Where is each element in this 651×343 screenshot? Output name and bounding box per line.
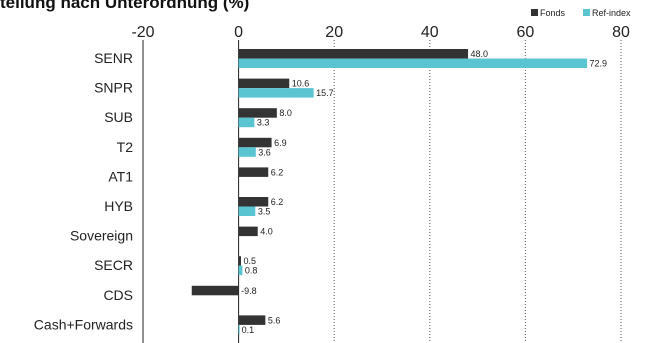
data-label: 48.0 [471, 49, 489, 59]
legend-swatch-2 [583, 9, 590, 16]
category-label: SNPR [94, 80, 133, 96]
bar-fonds [238, 167, 269, 177]
category-label: AT1 [108, 168, 133, 184]
bar-ref-index [238, 147, 256, 157]
data-label: -9.8 [241, 286, 257, 296]
data-label: 0.5 [243, 256, 256, 266]
legend-label-2: Ref-index [592, 8, 631, 18]
data-label: 6.2 [271, 197, 284, 207]
data-label: 10.6 [292, 79, 310, 89]
category-label: T2 [117, 139, 134, 155]
data-label: 0.8 [245, 266, 258, 276]
x-tick-label: 20 [325, 24, 343, 41]
data-label: 4.0 [260, 227, 273, 237]
data-label: 8.0 [279, 108, 292, 118]
bar-fonds [238, 197, 269, 207]
legend-label-1: Fonds [540, 8, 566, 18]
bar-fonds [238, 315, 266, 325]
x-tick-label: 80 [612, 24, 630, 41]
data-label: 5.6 [268, 315, 281, 325]
category-label: HYB [104, 198, 133, 214]
category-label: Sovereign [70, 228, 133, 244]
data-label: 0.1 [242, 325, 255, 335]
category-label: CDS [103, 287, 133, 303]
chart-title: tellung nach Unterordnung (%) [0, 0, 250, 12]
category-label: SENR [94, 50, 133, 66]
bar-fonds [238, 49, 469, 59]
bar-fonds [238, 137, 272, 148]
data-label: 72.9 [590, 59, 608, 69]
data-label: 6.2 [271, 167, 284, 177]
bar-ref-index [238, 58, 588, 68]
bar-ref-index [238, 206, 256, 216]
category-label: SECR [94, 257, 133, 273]
bar-ref-index [238, 117, 255, 128]
category-label: Cash+Forwards [34, 316, 133, 332]
data-label: 3.3 [257, 118, 270, 128]
legend-swatch-1 [531, 9, 538, 16]
x-tick-label: 0 [234, 24, 243, 41]
data-label: 3.6 [258, 147, 271, 157]
data-label: 15.7 [316, 88, 334, 98]
data-label: 6.9 [274, 138, 287, 148]
bar-ref-index [238, 324, 240, 335]
bar-fonds [191, 285, 239, 296]
x-tick-label: 40 [421, 24, 439, 41]
x-tick-label: -20 [131, 24, 154, 41]
bar-ref-index [238, 265, 243, 276]
bar-fonds [238, 226, 258, 237]
data-label: 3.5 [258, 207, 271, 217]
bar-fonds [238, 256, 241, 266]
bar-ref-index [238, 88, 314, 98]
bar-fonds [238, 78, 290, 89]
bar-fonds [238, 108, 277, 118]
category-label: SUB [104, 109, 133, 125]
x-tick-label: 60 [517, 24, 535, 41]
